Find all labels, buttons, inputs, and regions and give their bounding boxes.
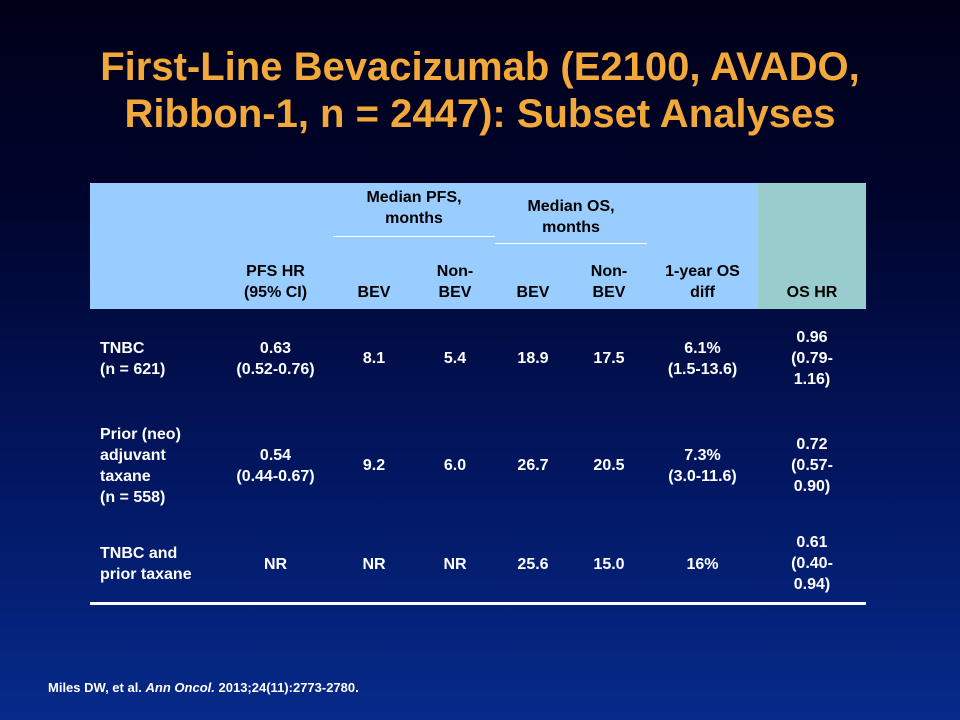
median-pfs-group-header: Median PFS, months: [333, 187, 495, 229]
row-2-label: Prior (neo) adjuvant taxane (n = 558): [100, 424, 228, 508]
row-2-os-bev: 26.7: [517, 457, 549, 474]
row-3-label-line-2: prior taxane: [100, 566, 192, 583]
col-header-os-diff: 1-year OS diff: [647, 261, 758, 303]
median-os-rule: [495, 243, 647, 244]
slide-title: First-Line Bevacizumab (E2100, AVADO, Ri…: [0, 44, 960, 138]
col-header-pfs-nonbev-line-2: BEV: [438, 284, 472, 301]
row-2-pfs-bev: 9.2: [362, 457, 386, 474]
col-header-pfs-bev: BEV: [357, 284, 391, 301]
row-1-pfs-hr-line-1: 0.63: [259, 340, 292, 357]
row-2-pfs-hr-line-2: (0.44-0.67): [236, 468, 315, 485]
col-header-os-nonbev-line-2: BEV: [592, 284, 626, 301]
median-os-header-line-2: months: [542, 219, 600, 236]
row-2-label-line-4: (n = 558): [100, 489, 166, 506]
row-2-os-diff-line-2: (3.0-11.6): [668, 468, 737, 485]
row-1-pfs-hr: 0.63 (0.52-0.76): [218, 338, 333, 380]
row-3-os-diff-line-1: 16%: [686, 556, 719, 573]
row-1-os-hr-line-1: 0.96: [796, 329, 828, 346]
slide-title-line-1: First-Line Bevacizumab (E2100, AVADO,: [100, 45, 860, 89]
citation-ref: 2013;24(11):2773-2780.: [218, 680, 359, 695]
col-header-pfs-hr-line-1: PFS HR: [246, 263, 305, 280]
row-1-label-line-2: (n = 621): [100, 361, 166, 378]
median-pfs-header-line-1: Median PFS,: [366, 189, 462, 206]
median-os-header-line-1: Median OS,: [527, 198, 615, 215]
col-header-os-diff-line-1: 1-year OS: [665, 263, 740, 280]
col-header-pfs-nonbev-line-1: Non-: [436, 263, 474, 280]
row-1-pfs-nonbev: 5.4: [443, 350, 467, 367]
row-1-os-nonbev: 17.5: [593, 350, 625, 367]
col-header-os-diff-line-2: diff: [690, 284, 715, 301]
row-2-label-line-1: Prior (neo): [100, 426, 181, 443]
row-2-os-hr-line-3: 0.90): [793, 478, 831, 495]
median-os-group-header: Median OS, months: [495, 196, 647, 238]
row-1-pfs-bev: 8.1: [362, 350, 386, 367]
median-pfs-header-line-2: months: [385, 210, 443, 227]
row-3-os-hr-line-2: (0.40-: [791, 555, 833, 572]
row-3-os-bev: 25.6: [517, 556, 549, 573]
row-2-pfs-nonbev: 6.0: [443, 457, 467, 474]
row-2-os-nonbev: 20.5: [593, 457, 625, 474]
row-1-os-hr-line-2: (0.79-: [791, 350, 833, 367]
row-2-pfs-hr-line-1: 0.54: [259, 447, 292, 464]
row-3-os-hr-line-1: 0.61: [796, 534, 828, 551]
row-3-os-nonbev: 15.0: [593, 556, 625, 573]
col-header-pfs-nonbev: Non- BEV: [415, 261, 495, 303]
citation-journal: Ann Oncol.: [145, 680, 215, 695]
row-2-label-line-2: adjuvant: [100, 447, 166, 464]
col-header-os-hr: OS HR: [786, 284, 838, 301]
row-1-os-diff-line-2: (1.5-13.6): [667, 361, 738, 378]
row-3-os-hr: 0.61 (0.40- 0.94): [758, 532, 866, 595]
median-pfs-rule: [333, 236, 495, 237]
citation: Miles DW, et al. Ann Oncol. 2013;24(11):…: [48, 680, 359, 695]
row-2-os-hr: 0.72 (0.57- 0.90): [758, 434, 866, 497]
row-2-label-line-3: taxane: [100, 468, 151, 485]
col-header-os-nonbev: Non- BEV: [571, 261, 647, 303]
table-bottom-rule: [90, 602, 866, 605]
col-header-pfs-hr: PFS HR (95% CI): [218, 261, 333, 303]
row-2-os-hr-line-1: 0.72: [796, 436, 828, 453]
row-3-os-hr-line-3: 0.94): [793, 576, 831, 593]
col-header-os-nonbev-line-1: Non-: [590, 263, 628, 280]
table-header: Median PFS, months Median OS, months PFS…: [90, 183, 866, 309]
row-1-pfs-hr-line-2: (0.52-0.76): [236, 361, 315, 378]
citation-authors: Miles DW, et al.: [48, 680, 142, 695]
row-1-os-diff: 6.1% (1.5-13.6): [647, 338, 758, 380]
row-3-pfs-hr-line-1: NR: [263, 556, 288, 573]
slide-title-line-2: Ribbon-1, n = 2447): Subset Analyses: [124, 92, 836, 136]
row-2-pfs-hr: 0.54 (0.44-0.67): [218, 445, 333, 487]
row-1-label: TNBC (n = 621): [100, 338, 228, 380]
row-1-os-hr: 0.96 (0.79- 1.16): [758, 327, 866, 390]
row-2-os-hr-line-2: (0.57-: [791, 457, 833, 474]
row-3-label: TNBC and prior taxane: [100, 543, 228, 585]
row-1-label-line-1: TNBC: [100, 340, 145, 357]
row-3-os-diff: 16%: [647, 554, 758, 575]
row-3-pfs-hr: NR: [218, 554, 333, 575]
col-header-pfs-hr-line-2: (95% CI): [243, 284, 308, 301]
row-3-pfs-nonbev: NR: [443, 556, 467, 573]
row-3-label-line-1: TNBC and: [100, 545, 178, 562]
row-3-pfs-bev: NR: [362, 556, 386, 573]
row-1-os-bev: 18.9: [517, 350, 549, 367]
row-2-os-diff: 7.3% (3.0-11.6): [647, 445, 758, 487]
col-header-os-bev: BEV: [516, 284, 550, 301]
os-hr-header-bg: [758, 183, 866, 309]
row-1-os-hr-line-3: 1.16): [793, 371, 831, 388]
row-2-os-diff-line-1: 7.3%: [684, 447, 721, 464]
row-1-os-diff-line-1: 6.1%: [684, 340, 721, 357]
